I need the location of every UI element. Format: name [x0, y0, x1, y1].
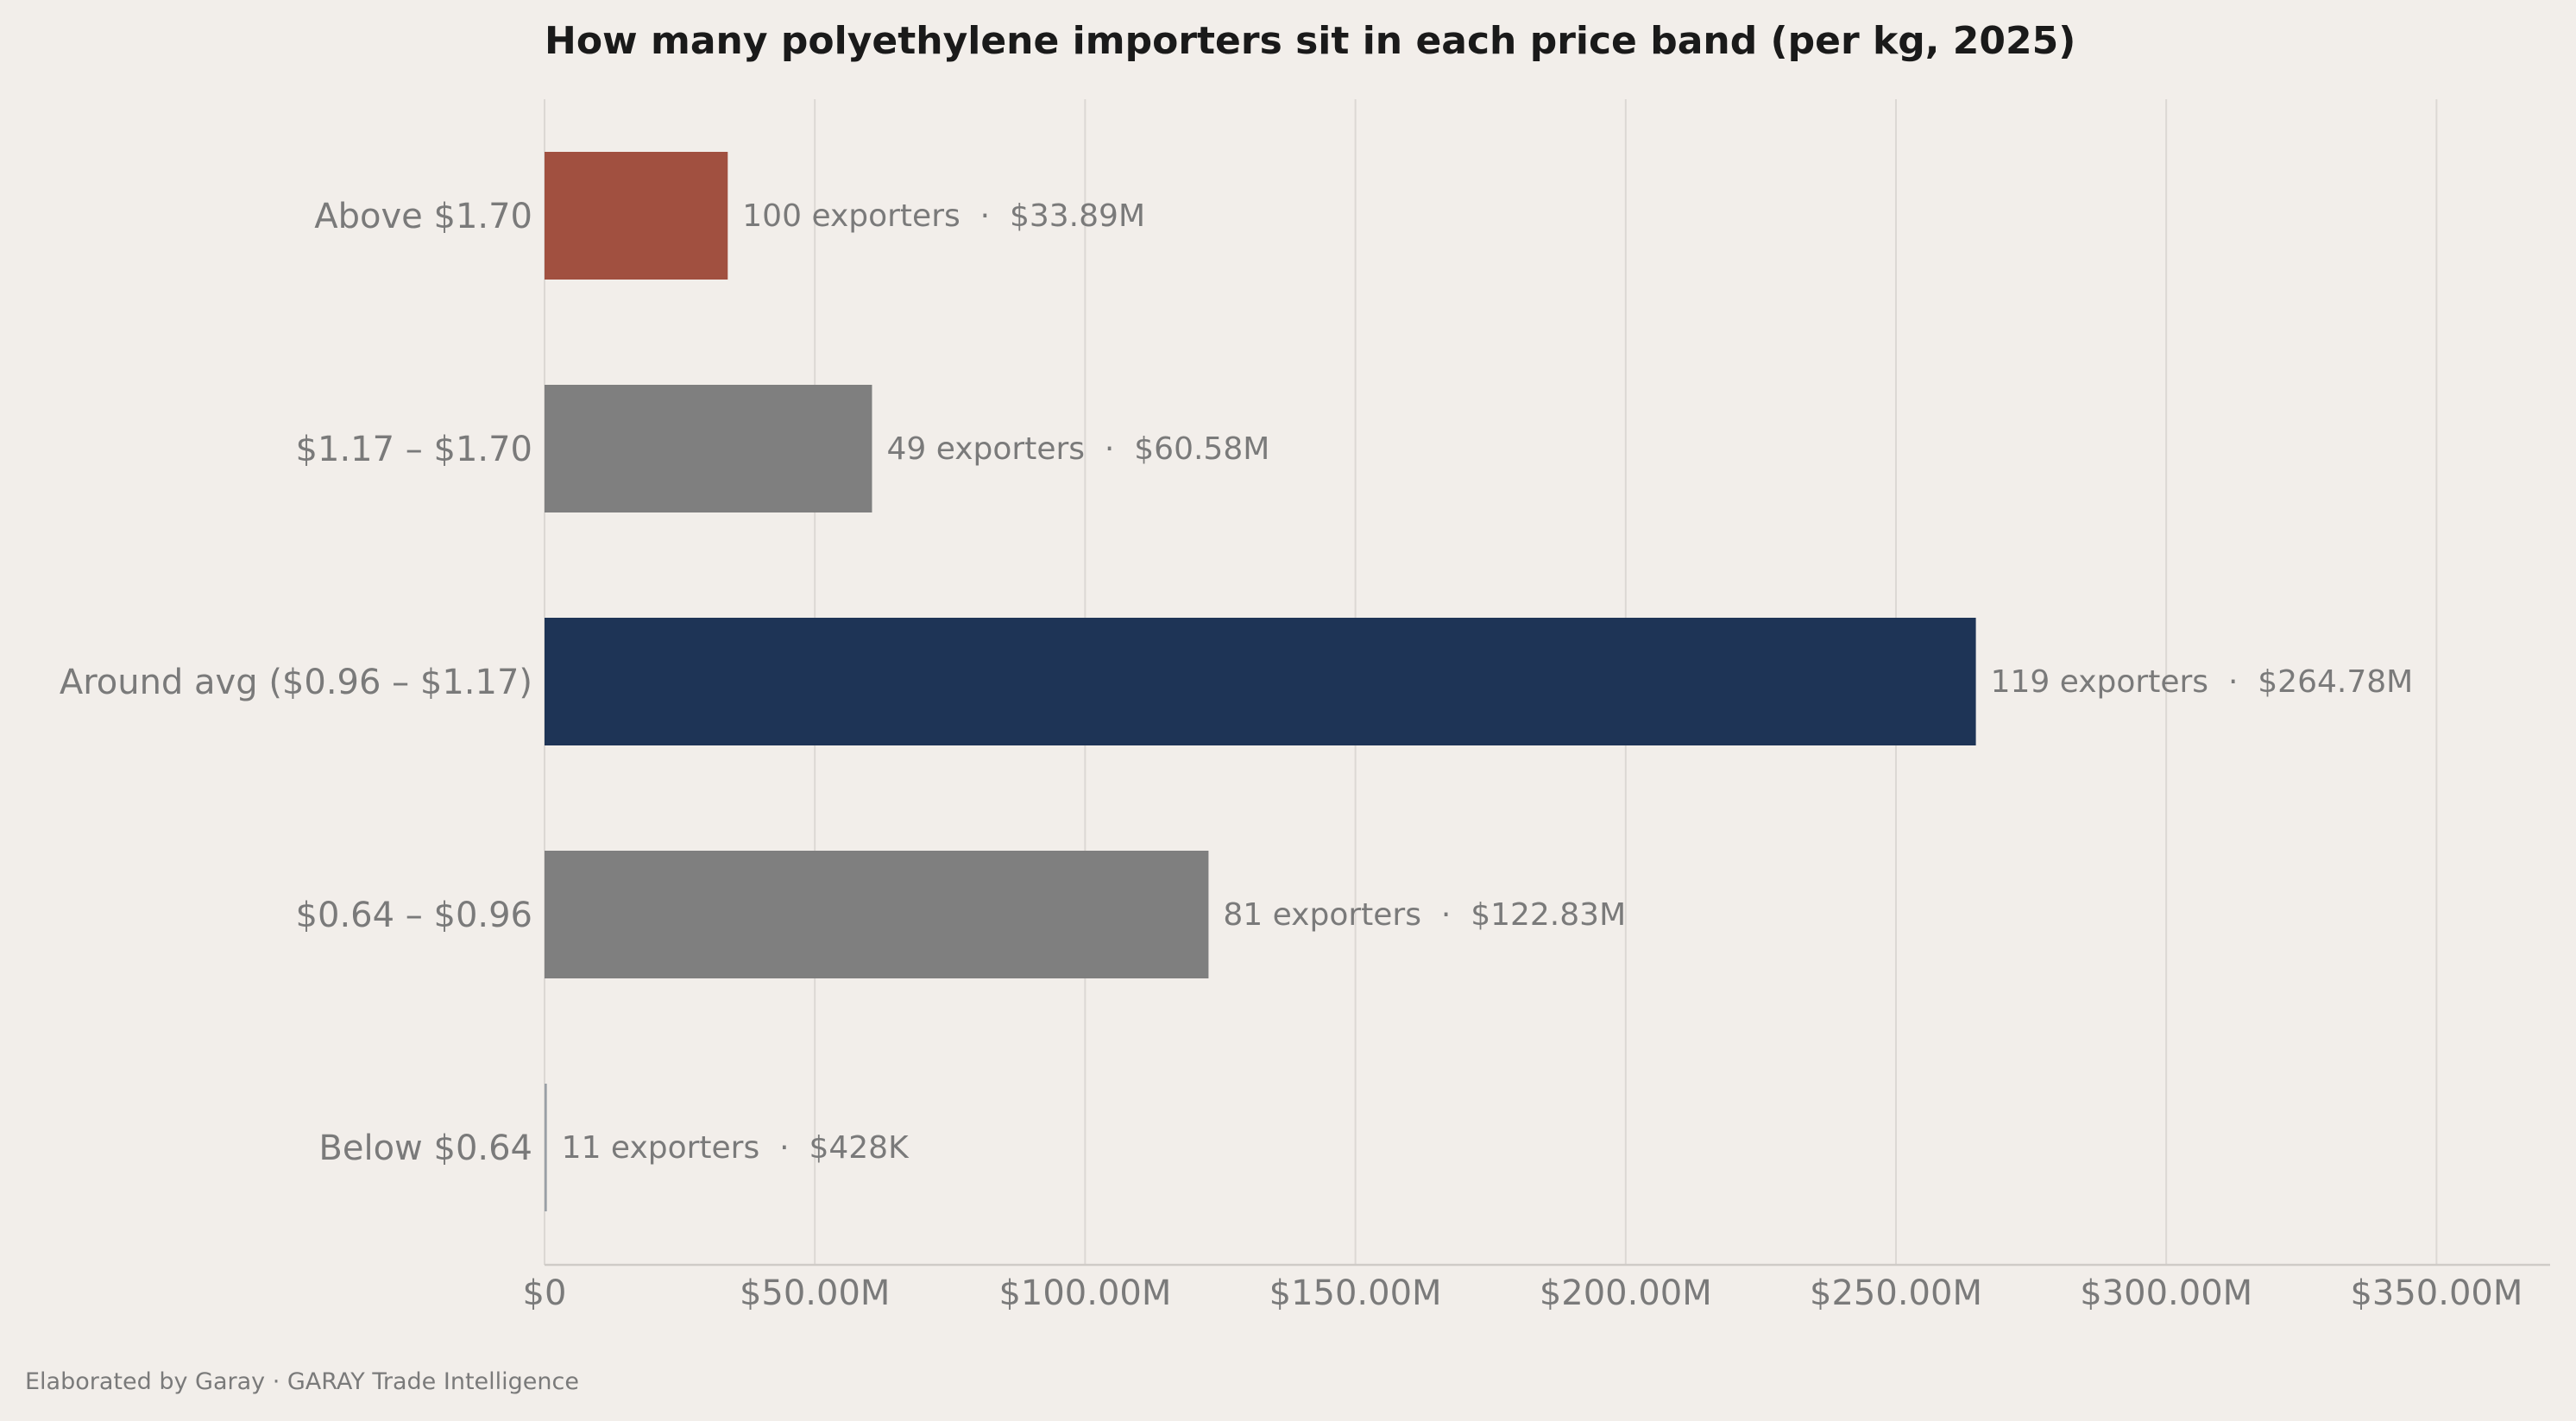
data-label: 119 exporters · $264.78M	[1991, 664, 2414, 700]
category-labels: Above $1.70 $1.17 – $1.70 Around avg ($0.9…	[60, 197, 532, 1168]
x-tick-label: $0	[523, 1273, 567, 1313]
x-tick-label: $350.00M	[2350, 1273, 2522, 1313]
x-axis-ticks: $0 $50.00M $100.00M $150.00M $200.00M $250.00…	[523, 1273, 2523, 1313]
chart-title: How many polyethylene importers sit in e…	[545, 19, 2075, 63]
x-tick-label: $250.00M	[1810, 1273, 1982, 1313]
bar	[545, 851, 1209, 978]
x-tick-label: $200.00M	[1540, 1273, 1712, 1313]
data-label: 49 exporters · $60.58M	[886, 431, 1269, 467]
category-label: Around avg ($0.96 – $1.17)	[60, 663, 532, 702]
x-tick-label: $100.00M	[998, 1273, 1171, 1313]
data-labels: 100 exporters · $33.89M 49 exporters · $6…	[562, 198, 2414, 1166]
bar	[545, 618, 1976, 745]
data-label: 11 exporters · $428K	[562, 1130, 910, 1166]
footer-credit: Elaborated by Garay · GARAY Trade Intell…	[25, 1368, 579, 1395]
x-tick-label: $50.00M	[740, 1273, 890, 1313]
bars	[545, 152, 1976, 1211]
data-label: 100 exporters · $33.89M	[742, 198, 1145, 234]
bar	[545, 152, 728, 280]
bar	[545, 385, 872, 512]
category-label: $0.64 – $0.96	[296, 896, 532, 935]
x-tick-label: $150.00M	[1269, 1273, 1442, 1313]
data-label: 81 exporters · $122.83M	[1223, 897, 1626, 933]
category-label: $1.17 – $1.70	[296, 430, 532, 469]
bar	[545, 1084, 547, 1211]
x-tick-label: $300.00M	[2080, 1273, 2252, 1313]
category-label: Below $0.64	[318, 1129, 532, 1168]
category-label: Above $1.70	[314, 197, 532, 236]
